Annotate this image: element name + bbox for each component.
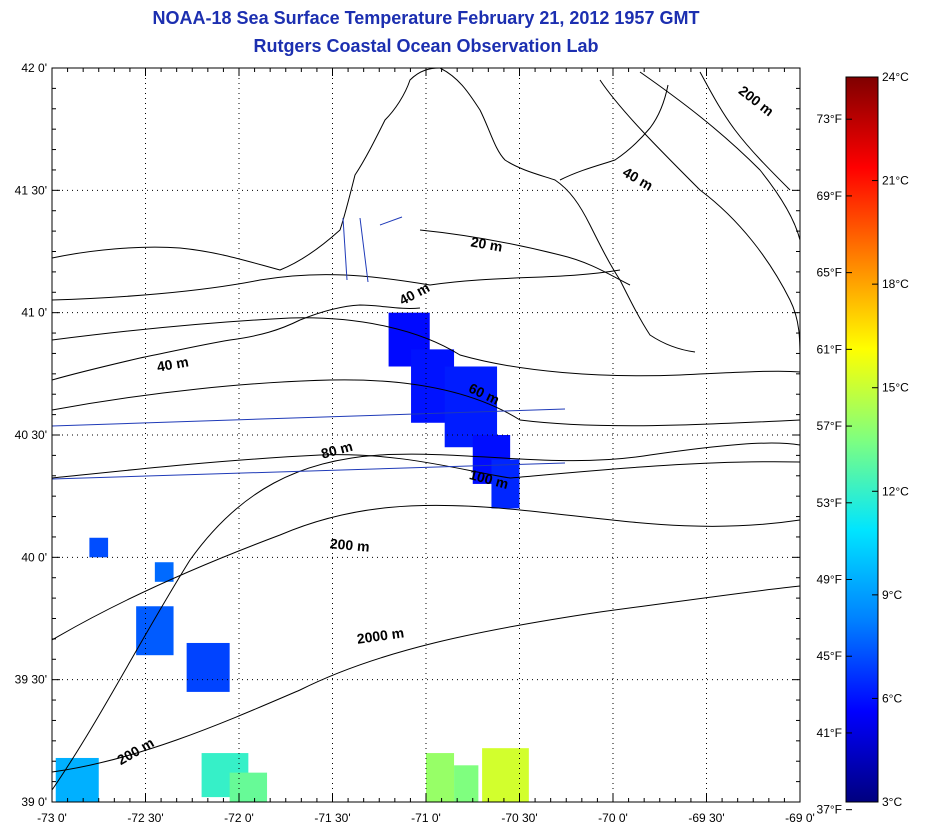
coastline bbox=[52, 68, 791, 381]
celsius-tick-label: 18°C bbox=[882, 277, 909, 291]
lon-tick-label: -72 0' bbox=[224, 811, 254, 825]
contour-label: 80 m bbox=[319, 438, 354, 462]
lat-tick-label: 40 30' bbox=[15, 428, 47, 442]
sst-patch bbox=[229, 772, 268, 802]
sst-patch bbox=[444, 366, 498, 448]
lon-tick-label: -72 30' bbox=[127, 811, 163, 825]
contour-2000m bbox=[52, 585, 800, 773]
fahrenheit-tick-label: 61°F bbox=[817, 342, 842, 356]
contour-label: 20 m bbox=[470, 233, 504, 254]
lat-tick-label: 41 30' bbox=[15, 183, 47, 197]
map-frame-ticks bbox=[51, 67, 801, 803]
contour-label: 40 m bbox=[620, 164, 656, 194]
sst-layer bbox=[55, 312, 529, 802]
celsius-ticks: 24°C 21°C 18°C 15°C 12°C 9°C 6°C 3°C bbox=[872, 70, 909, 809]
contour-label: 200 m bbox=[114, 734, 156, 768]
fahrenheit-tick-label: 69°F bbox=[817, 189, 842, 203]
lon-tick-label: -70 30' bbox=[501, 811, 537, 825]
fahrenheit-tick-label: 37°F bbox=[817, 803, 842, 817]
contour-60m bbox=[52, 317, 800, 377]
celsius-tick-label: 9°C bbox=[882, 588, 902, 602]
sst-patch bbox=[89, 537, 109, 558]
contour-100m bbox=[52, 454, 800, 479]
lat-tick-label: 39 0' bbox=[21, 795, 47, 809]
celsius-tick-label: 3°C bbox=[882, 795, 902, 809]
bathymetry-contours bbox=[52, 71, 800, 791]
map-subtitle: Rutgers Coastal Ocean Observation Lab bbox=[253, 36, 599, 56]
contour-label: 40 m bbox=[396, 279, 432, 308]
satellite-swath-edges bbox=[52, 216, 566, 480]
lat-tick-label: 40 0' bbox=[21, 550, 47, 564]
fahrenheit-tick-label: 45°F bbox=[817, 649, 842, 663]
fahrenheit-tick-label: 65°F bbox=[817, 266, 842, 280]
lon-tick-label: -73 0' bbox=[37, 811, 67, 825]
celsius-tick-label: 15°C bbox=[882, 381, 909, 395]
celsius-tick-label: 12°C bbox=[882, 484, 909, 498]
sst-patch bbox=[186, 642, 230, 692]
sst-patch bbox=[454, 765, 479, 802]
contour-20m bbox=[419, 229, 631, 286]
contour-label: 40 m bbox=[156, 353, 190, 374]
celsius-tick-label: 24°C bbox=[882, 70, 909, 84]
sst-patch bbox=[426, 753, 455, 802]
lon-tick-label: -69 30' bbox=[688, 811, 724, 825]
fahrenheit-tick-label: 53°F bbox=[817, 496, 842, 510]
fahrenheit-tick-label: 41°F bbox=[817, 726, 842, 740]
celsius-tick-label: 6°C bbox=[882, 691, 902, 705]
contour-label: 200 m bbox=[736, 82, 777, 119]
lon-tick-label: -69 0' bbox=[785, 811, 815, 825]
map-title: NOAA-18 Sea Surface Temperature February… bbox=[152, 8, 700, 28]
sst-patch bbox=[482, 748, 529, 802]
colorbar: 24°C 21°C 18°C 15°C 12°C 9°C 6°C 3°C 73°F 69°F 65… bbox=[817, 70, 910, 817]
lat-tick-label: 42 0' bbox=[21, 61, 47, 75]
sst-patch bbox=[136, 606, 174, 656]
fahrenheit-tick-label: 57°F bbox=[817, 419, 842, 433]
sst-patch bbox=[491, 459, 520, 509]
fahrenheit-ticks: 73°F 69°F 65°F 61°F 57°F 53°F 49°F 45°F 41°F 37°F bbox=[817, 112, 852, 817]
colorbar-gradient bbox=[845, 76, 879, 803]
contour-200m-a bbox=[52, 504, 800, 641]
longitude-labels: -73 0' -72 30' -72 0' -71 30' -71 0' -70 30' -… bbox=[37, 811, 815, 825]
contour-label: 2000 m bbox=[356, 624, 405, 646]
contour-label: 200 m bbox=[329, 535, 370, 554]
celsius-tick-label: 21°C bbox=[882, 174, 909, 188]
lon-tick-label: -70 0' bbox=[598, 811, 628, 825]
sst-patch bbox=[154, 562, 174, 582]
contour-40m-north bbox=[599, 79, 800, 361]
lon-tick-label: -71 0' bbox=[411, 811, 441, 825]
fahrenheit-tick-label: 49°F bbox=[817, 573, 842, 587]
contour-80m bbox=[52, 379, 800, 427]
fahrenheit-tick-label: 73°F bbox=[817, 112, 842, 126]
contour-40m-inner bbox=[52, 269, 621, 301]
lat-tick-label: 41 0' bbox=[21, 306, 47, 320]
lat-tick-label: 39 30' bbox=[15, 673, 47, 687]
lon-tick-label: -71 30' bbox=[314, 811, 350, 825]
latitude-labels: 42 0' 41 30' 41 0' 40 30' 40 0' 39 30' 39 0' bbox=[15, 61, 47, 809]
contour-200m-north bbox=[639, 71, 800, 241]
